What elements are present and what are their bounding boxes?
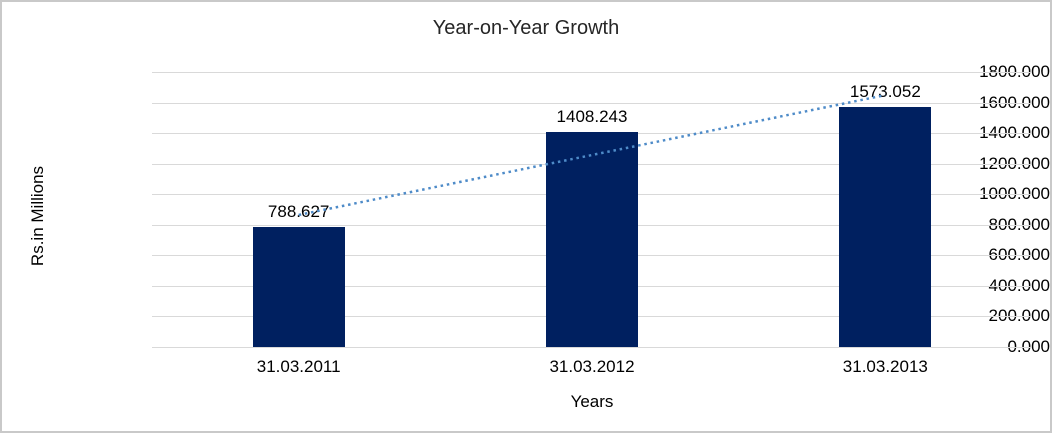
y-tick-label: 1000.000 [979, 184, 1050, 204]
chart-title: Year-on-Year Growth [432, 17, 620, 39]
gridline [152, 102, 1032, 104]
y-tick-label: 0.000 [1007, 337, 1050, 356]
y-tick-label: 400.000 [988, 275, 1050, 295]
trendline [298, 93, 886, 217]
y-tick-label: 1600.000 [979, 92, 1050, 112]
bar-31.03.2012 [546, 131, 638, 347]
gridline [152, 72, 1032, 73]
plot-area: 788.627 1408.243 1573.052 [152, 72, 1032, 348]
data-label: 788.627 [267, 201, 330, 221]
y-tick-label: 600.000 [988, 245, 1050, 265]
x-tick-label: 31.03.2013 [842, 357, 928, 376]
bar-31.03.2013 [839, 106, 932, 347]
data-label: 1573.052 [849, 81, 921, 101]
data-label: 1408.243 [556, 106, 628, 126]
x-tick-label: 31.03.2012 [549, 357, 635, 376]
bar-31.03.2011 [252, 226, 345, 347]
x-axis-title: Years [570, 392, 614, 411]
y-tick-label: 1200.000 [979, 153, 1050, 173]
y-tick-label: 800.000 [988, 214, 1050, 234]
y-tick-label: 1800.000 [979, 62, 1050, 81]
y-axis-title: Rs.in Millions [28, 165, 47, 267]
gridline [152, 347, 1032, 348]
y-tick-label: 1400.000 [979, 123, 1050, 143]
y-tick-label: 200.000 [988, 306, 1050, 326]
x-tick-label: 31.03.2011 [256, 357, 341, 376]
